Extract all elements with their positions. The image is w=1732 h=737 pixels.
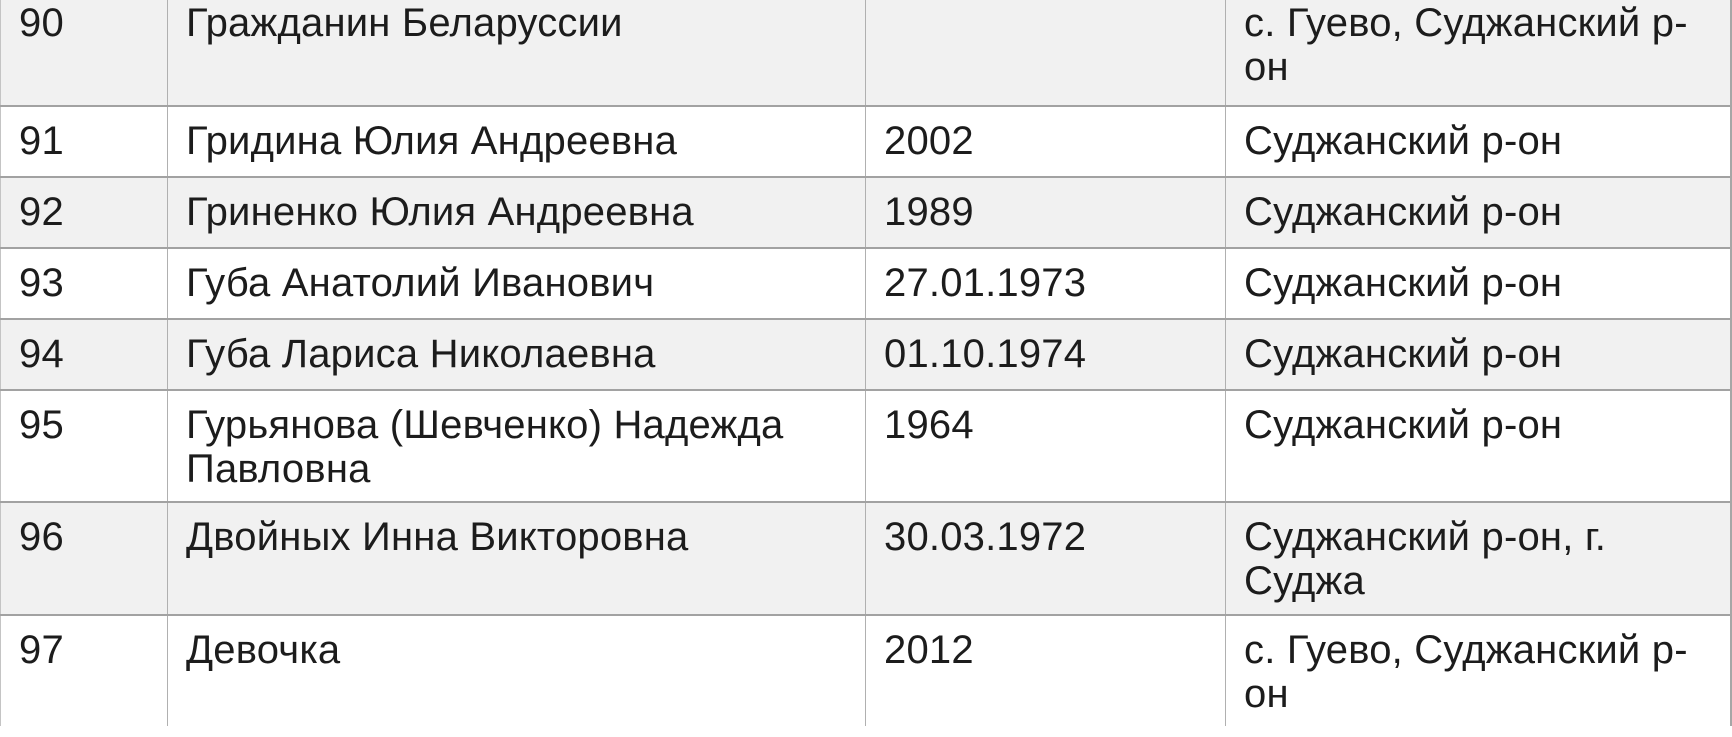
- name-cell: Двойных Инна Викторовна: [167, 501, 866, 615]
- name-cell: Губа Анатолий Иванович: [167, 247, 866, 319]
- location-cell: Суджанский р-он: [1225, 247, 1732, 319]
- location-cell: с. Гуево, Суджанский р-он: [1225, 614, 1732, 726]
- location-cell: с. Гуево, Суджанский р-он: [1225, 0, 1732, 106]
- row-number-cell: 92: [0, 176, 168, 248]
- table-row: 92 Гриненко Юлия Андреевна 1989 Суджанск…: [0, 176, 1732, 248]
- name-cell: Гурьянова (Шевченко) Надежда Павловна: [167, 389, 866, 502]
- birth-date-cell: 27.01.1973: [865, 247, 1226, 319]
- row-number-cell: 91: [0, 105, 168, 177]
- table-row: 96 Двойных Инна Викторовна 30.03.1972 Су…: [0, 501, 1732, 615]
- birth-date-cell: 2002: [865, 105, 1226, 177]
- row-number-cell: 90: [0, 0, 168, 106]
- row-number-cell: 96: [0, 501, 168, 615]
- name-cell: Гражданин Беларуссии: [167, 0, 866, 106]
- location-cell: Суджанский р-он, г. Суджа: [1225, 501, 1732, 615]
- row-number-cell: 93: [0, 247, 168, 319]
- name-cell: Губа Лариса Николаевна: [167, 318, 866, 390]
- table-row: 93 Губа Анатолий Иванович 27.01.1973 Суд…: [0, 247, 1732, 319]
- location-cell: Суджанский р-он: [1225, 176, 1732, 248]
- table-row: 94 Губа Лариса Николаевна 01.10.1974 Суд…: [0, 318, 1732, 390]
- birth-date-cell: 1989: [865, 176, 1226, 248]
- birth-date-cell: 30.03.1972: [865, 501, 1226, 615]
- row-number-cell: 94: [0, 318, 168, 390]
- name-cell: Девочка: [167, 614, 866, 726]
- birth-date-cell: 01.10.1974: [865, 318, 1226, 390]
- name-cell: Гридина Юлия Андреевна: [167, 105, 866, 177]
- location-cell: Суджанский р-он: [1225, 105, 1732, 177]
- row-number-cell: 97: [0, 614, 168, 726]
- location-cell: Суджанский р-он: [1225, 318, 1732, 390]
- row-number-cell: 95: [0, 389, 168, 502]
- birth-date-cell: 2012: [865, 614, 1226, 726]
- table-row: 90 Гражданин Беларуссии с. Гуево, Суджан…: [0, 0, 1732, 106]
- name-cell: Гриненко Юлия Андреевна: [167, 176, 866, 248]
- location-cell: Суджанский р-он: [1225, 389, 1732, 502]
- table-row: 97 Девочка 2012 с. Гуево, Суджанский р-о…: [0, 614, 1732, 726]
- birth-date-cell: 1964: [865, 389, 1226, 502]
- birth-date-cell: [865, 0, 1226, 106]
- table-row: 91 Гридина Юлия Андреевна 2002 Суджански…: [0, 105, 1732, 177]
- table-row: 95 Гурьянова (Шевченко) Надежда Павловна…: [0, 389, 1732, 502]
